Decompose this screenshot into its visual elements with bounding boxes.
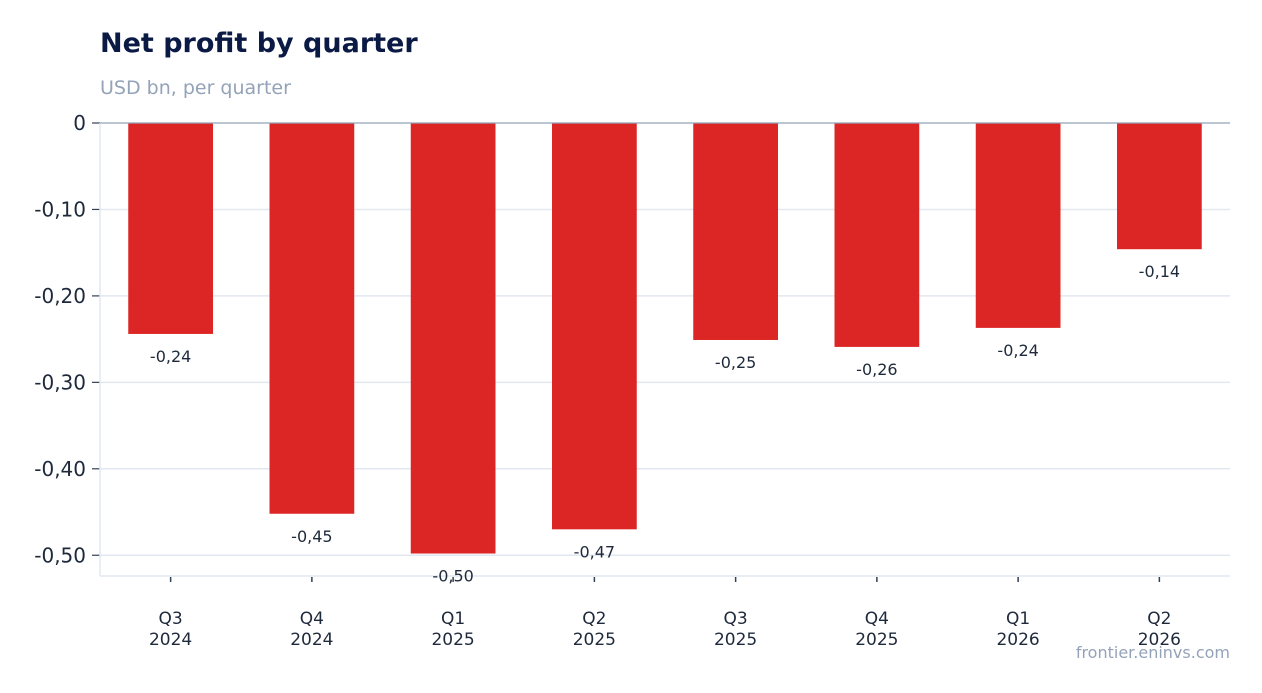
bar <box>975 123 1061 328</box>
x-tick-label-quarter: Q4 <box>865 609 889 629</box>
data-label: -0,50 <box>432 567 473 586</box>
data-label: -0,47 <box>574 542 615 561</box>
y-tick-label: -0,40 <box>34 457 86 481</box>
x-tick-label-year: 2026 <box>1138 630 1181 650</box>
data-label: -0,26 <box>856 360 897 379</box>
x-tick-label-quarter: Q3 <box>159 609 183 629</box>
x-tick-label-quarter: Q1 <box>1006 609 1030 629</box>
bar <box>410 123 496 554</box>
bar <box>1117 123 1202 250</box>
x-tick-label-year: 2026 <box>996 630 1039 650</box>
x-tick-label-year: 2025 <box>855 630 898 650</box>
chart-subtitle: USD bn, per quarter <box>100 77 291 99</box>
bar <box>693 123 778 340</box>
bar <box>128 123 213 334</box>
y-tick-label: -0,50 <box>34 543 86 567</box>
x-tick-label-year: 2024 <box>149 630 192 650</box>
bars <box>128 123 1202 554</box>
data-label: -0,45 <box>291 527 332 546</box>
x-tick-label-quarter: Q3 <box>724 609 748 629</box>
x-tick-label-quarter: Q1 <box>441 609 465 629</box>
data-label: -0,25 <box>715 353 756 372</box>
axes <box>92 122 1230 582</box>
data-label: -0,24 <box>997 341 1038 360</box>
y-tick-label: -0,10 <box>34 197 86 221</box>
data-label: -0,14 <box>1139 262 1180 281</box>
x-tick-label-year: 2024 <box>290 630 333 650</box>
y-tick-label: -0,30 <box>34 370 86 394</box>
chart-title: Net profit by quarter <box>100 28 418 59</box>
bar <box>552 123 637 530</box>
x-tick-label-year: 2025 <box>573 630 616 650</box>
labels: 0-0,10-0,20-0,30-0,40-0,50-0,24Q32024-0,… <box>34 111 1181 650</box>
bar <box>834 123 920 347</box>
x-tick-label-year: 2025 <box>714 630 757 650</box>
bar <box>269 123 355 514</box>
data-label: -0,24 <box>150 347 191 366</box>
x-tick-label-year: 2025 <box>431 630 474 650</box>
source-credit: frontier.eninvs.com <box>1075 643 1230 662</box>
x-tick-label-quarter: Q4 <box>300 609 324 629</box>
y-tick-label: -0,20 <box>34 284 86 308</box>
y-tick-label: 0 <box>73 111 86 135</box>
x-tick-label-quarter: Q2 <box>582 609 606 629</box>
x-tick-label-quarter: Q2 <box>1147 609 1171 629</box>
